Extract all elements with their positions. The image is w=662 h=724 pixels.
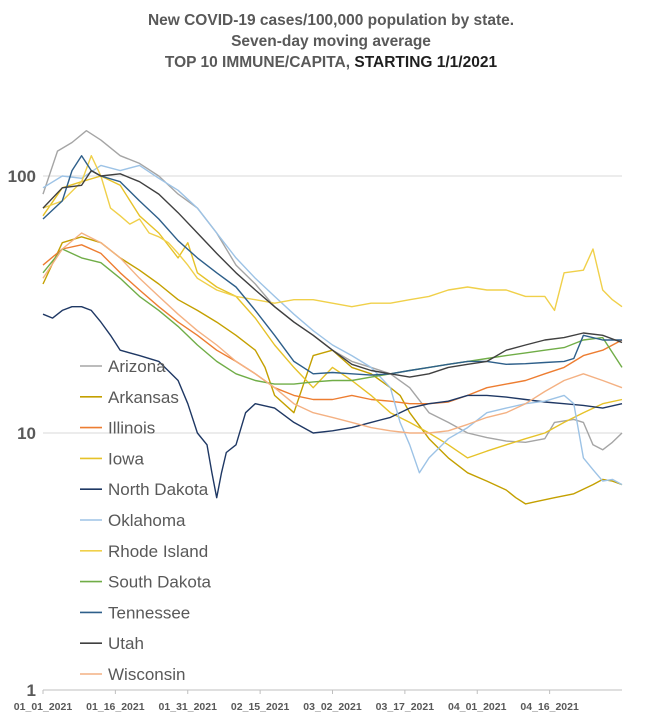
legend-entry: Arkansas bbox=[80, 388, 179, 407]
legend-entry: Illinois bbox=[80, 419, 155, 438]
chart-subtitle: Seven-day moving average bbox=[231, 33, 431, 50]
legend-entry: Arizona bbox=[80, 357, 166, 376]
legend-label: Rhode Island bbox=[108, 542, 208, 561]
series-line-arizona bbox=[42, 129, 623, 451]
legend-entry: Utah bbox=[80, 634, 144, 653]
x-tick-label: 03_02_2021 bbox=[303, 701, 362, 713]
x-tick-label: 04_01_2021 bbox=[448, 701, 507, 713]
y-tick-label: 1 bbox=[27, 681, 36, 700]
legend-entry: North Dakota bbox=[80, 480, 209, 499]
series-line-tennessee bbox=[42, 154, 622, 376]
chart-title: New COVID-19 cases/100,000 population by… bbox=[147, 12, 515, 29]
series-line-oklahoma bbox=[42, 164, 623, 486]
y-tick-label: 10 bbox=[17, 424, 36, 443]
legend-entry: Iowa bbox=[80, 449, 144, 468]
series-line-arkansas bbox=[42, 236, 623, 505]
legend-entry: Rhode Island bbox=[80, 542, 208, 561]
chart-subtitle-2: TOP 10 IMMUNE/CAPITA, STARTING 1/1/2021 bbox=[0, 52, 662, 73]
series-line-rhode-island bbox=[42, 154, 623, 312]
x-tick-label: 04_16_2021 bbox=[520, 701, 579, 713]
legend-label: Arkansas bbox=[108, 388, 179, 407]
legend-entry: Tennessee bbox=[80, 603, 190, 622]
series-line-illinois bbox=[42, 244, 623, 405]
legend-label: Wisconsin bbox=[108, 665, 185, 684]
series-line-wisconsin bbox=[42, 232, 623, 434]
legend-label: Iowa bbox=[108, 449, 144, 468]
legend-entry: Wisconsin bbox=[80, 665, 185, 684]
x-tick-label: 01_01_2021 bbox=[14, 701, 73, 713]
legend-label: Utah bbox=[108, 634, 144, 653]
legend-label: Illinois bbox=[108, 419, 155, 438]
legend-label: Arizona bbox=[108, 357, 166, 376]
x-tick-label: 01_31_2021 bbox=[159, 701, 218, 713]
legend-label: Oklahoma bbox=[108, 511, 186, 530]
x-tick-label: 02_15_2021 bbox=[231, 701, 290, 713]
series-line-utah bbox=[42, 169, 623, 378]
subtitle-2-suffix: STARTING 1/1/2021 bbox=[354, 54, 498, 71]
legend-label: South Dakota bbox=[108, 573, 212, 592]
chart-title-block: New COVID-19 cases/100,000 population by… bbox=[0, 10, 662, 73]
series-line-north-dakota bbox=[42, 306, 623, 499]
legend-label: Tennessee bbox=[108, 603, 190, 622]
legend-label: North Dakota bbox=[108, 480, 209, 499]
legend-entry: South Dakota bbox=[80, 573, 212, 592]
x-tick-label: 01_16_2021 bbox=[86, 701, 145, 713]
legend-entry: Oklahoma bbox=[80, 511, 186, 530]
subtitle-2-prefix: TOP 10 IMMUNE/CAPITA, bbox=[164, 54, 355, 71]
x-tick-label: 03_17_2021 bbox=[376, 701, 435, 713]
series-line-south-dakota bbox=[42, 248, 623, 385]
y-tick-label: 100 bbox=[8, 167, 36, 186]
series-line-iowa bbox=[42, 175, 623, 459]
